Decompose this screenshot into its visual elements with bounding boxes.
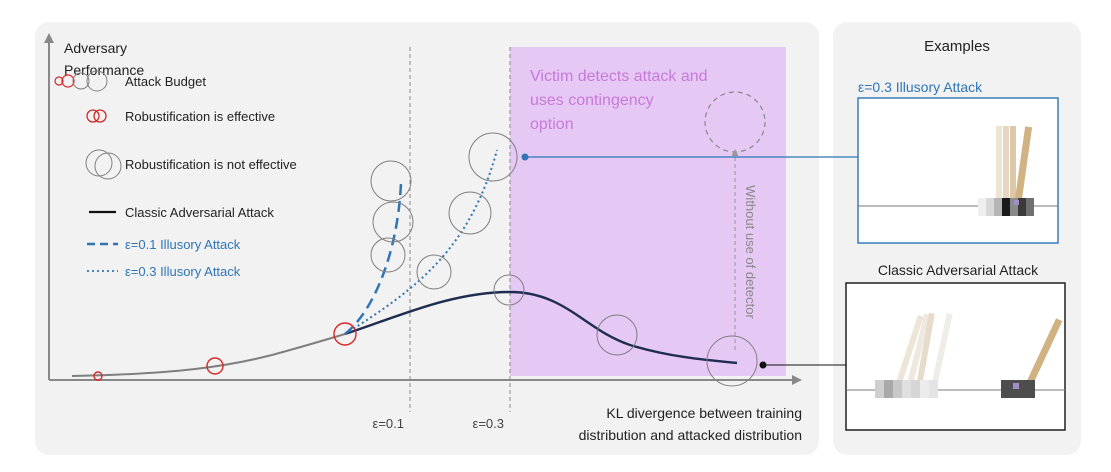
examples-title: Examples (924, 38, 990, 55)
legend-robust-effective-label: Robustification is effective (125, 109, 275, 124)
attack-budget-icon (61, 74, 75, 88)
robust-not-effective-icon (94, 152, 122, 180)
detection-text-line2: uses contingency (530, 92, 654, 109)
eps01-illusory-curve (344, 182, 403, 335)
legend-robust-not-effective-label: Robustification is not effective (125, 157, 297, 172)
classic-example-label: Classic Adversarial Attack (878, 262, 1039, 278)
illusory-example-label: ε=0.3 Illusory Attack (858, 79, 983, 95)
eps03-illusory-curve (344, 149, 498, 335)
without-detector-label: Without use of detector (743, 185, 758, 319)
budget-circle-red-small (93, 371, 103, 381)
x-axis-label-line2: distribution and attacked distribution (579, 427, 802, 443)
legend-eps03-label: ε=0.3 Illusory Attack (125, 264, 241, 279)
budget-circle-red-medium (206, 357, 224, 375)
illusory-cartpole-image (858, 126, 1058, 216)
eps01-tick-label: ε=0.1 (373, 416, 404, 431)
classic-example-frame (845, 282, 1066, 431)
robust-effective-icon (86, 109, 100, 123)
legend-classic-label: Classic Adversarial Attack (125, 205, 274, 220)
eps03-tick-label: ε=0.3 (473, 416, 504, 431)
budget-circle-gray (372, 201, 414, 243)
attack-budget-icon (72, 72, 90, 90)
budget-circle-gray (468, 132, 518, 182)
budget-circle-gray (706, 335, 758, 387)
robust-effective-icon (93, 109, 107, 123)
legend-attack-budget-label: Attack Budget (125, 74, 206, 89)
legend: Attack Budget Robustification is effecti… (54, 70, 297, 279)
budget-circle-gray (596, 314, 638, 356)
legend-eps01-label: ε=0.1 Illusory Attack (125, 237, 241, 252)
budget-circle-red-large (333, 322, 357, 346)
budget-circle-gray (448, 191, 492, 235)
illusory-example-frame (857, 97, 1059, 244)
classic-cartpole-image (846, 312, 1065, 398)
x-axis-label-line1: KL divergence between training (606, 405, 802, 421)
detection-zone (510, 47, 786, 376)
budget-circle-gray (493, 274, 525, 306)
budget-circle-gray (370, 160, 412, 202)
classic-adversarial-curve (344, 290, 738, 365)
detection-text-line1: Victim detects attack and (530, 68, 708, 85)
classic-curve-low-segment (71, 333, 346, 377)
detection-text-line3: option (530, 116, 574, 133)
y-axis-label-line1: Adversary (64, 40, 127, 56)
attack-budget-icon (54, 76, 64, 86)
budget-circle-gray (416, 254, 452, 290)
budget-circle-gray (370, 237, 406, 273)
attack-budget-icon (86, 70, 108, 92)
